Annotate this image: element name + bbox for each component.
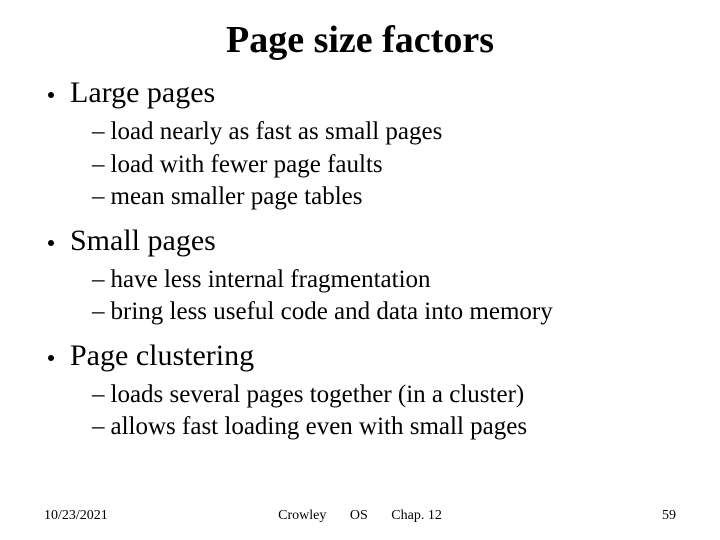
bullet-dot-icon [48, 92, 54, 98]
footer-center: Crowley OS Chap. 12 [44, 508, 676, 524]
slide-title: Page size factors [44, 18, 676, 62]
slide: Page size factors Large pages –load near… [0, 0, 720, 540]
footer-date: 10/23/2021 [44, 508, 108, 524]
slide-footer: 10/23/2021 Crowley OS Chap. 12 59 [44, 508, 676, 524]
bullet-dot-icon [48, 240, 54, 246]
bullet-small-pages: Small pages [48, 224, 676, 258]
sub-item: –bring less useful code and data into me… [92, 296, 676, 329]
footer-page-number: 59 [662, 508, 676, 524]
dash-icon: – [92, 411, 105, 444]
sub-item-text: loads several pages together (in a clust… [111, 379, 525, 412]
dash-icon: – [92, 181, 105, 214]
sub-list: –loads several pages together (in a clus… [92, 379, 676, 444]
dash-icon: – [92, 116, 105, 149]
bullet-dot-icon [48, 355, 54, 361]
sub-item: –have less internal fragmentation [92, 264, 676, 297]
sub-item: –mean smaller page tables [92, 181, 676, 214]
footer-author: Crowley [278, 508, 326, 523]
sub-list: –have less internal fragmentation –bring… [92, 264, 676, 329]
bullet-heading: Page clustering [70, 339, 254, 373]
sub-item: –loads several pages together (in a clus… [92, 379, 676, 412]
sub-item: –load with fewer page faults [92, 149, 676, 182]
footer-course: OS [350, 508, 368, 523]
bullet-page-clustering: Page clustering [48, 339, 676, 373]
sub-item: –allows fast loading even with small pag… [92, 411, 676, 444]
bullet-large-pages: Large pages [48, 76, 676, 110]
footer-chapter: Chap. 12 [391, 508, 442, 523]
sub-item-text: load with fewer page faults [111, 149, 383, 182]
sub-item-text: have less internal fragmentation [111, 264, 431, 297]
sub-item-text: allows fast loading even with small page… [111, 411, 528, 444]
sub-item-text: bring less useful code and data into mem… [111, 296, 553, 329]
sub-item: –load nearly as fast as small pages [92, 116, 676, 149]
sub-list: –load nearly as fast as small pages –loa… [92, 116, 676, 214]
dash-icon: – [92, 379, 105, 412]
bullet-heading: Large pages [70, 76, 215, 110]
bullet-heading: Small pages [70, 224, 216, 258]
dash-icon: – [92, 149, 105, 182]
dash-icon: – [92, 296, 105, 329]
dash-icon: – [92, 264, 105, 297]
sub-item-text: mean smaller page tables [111, 181, 363, 214]
sub-item-text: load nearly as fast as small pages [111, 116, 443, 149]
